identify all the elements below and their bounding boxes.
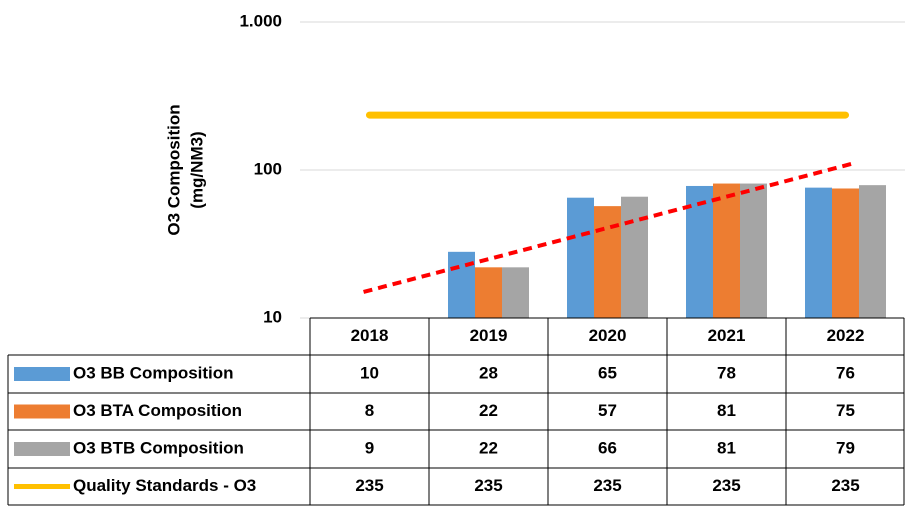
table-value: 22 — [479, 401, 498, 420]
bar — [713, 183, 740, 318]
table-value: 10 — [360, 363, 379, 382]
table-value: 79 — [836, 438, 855, 457]
legend-label: O3 BTA Composition — [73, 401, 242, 420]
table-value: 76 — [836, 363, 855, 382]
bar — [805, 187, 832, 318]
trendline — [363, 161, 852, 294]
bar — [621, 196, 648, 318]
table-value: 235 — [593, 476, 621, 495]
y-tick-label: 1.000 — [239, 11, 282, 30]
bar — [859, 185, 886, 318]
legend-key — [14, 442, 70, 456]
legend-key — [14, 367, 70, 381]
x-tick-label: 2022 — [827, 326, 865, 345]
bar — [475, 267, 502, 318]
table-value: 235 — [712, 476, 740, 495]
legend-key — [14, 404, 70, 419]
table-value: 235 — [474, 476, 502, 495]
x-tick-label: 2020 — [589, 326, 627, 345]
y-axis-label: O3 Composition — [164, 104, 183, 235]
bar — [383, 318, 410, 325]
bar — [567, 197, 594, 318]
table-value: 75 — [836, 401, 855, 420]
bar — [740, 183, 767, 318]
table-value: 78 — [717, 363, 736, 382]
x-tick-label: 2021 — [708, 326, 746, 345]
table-value: 81 — [717, 401, 736, 420]
table-value: 9 — [365, 438, 374, 457]
y-tick-label: 100 — [254, 159, 282, 178]
bar — [594, 206, 621, 318]
y-tick-label: 10 — [263, 307, 282, 326]
table-value: 235 — [355, 476, 383, 495]
table-value: 22 — [479, 438, 498, 457]
legend-label: O3 BTB Composition — [73, 438, 244, 457]
legend-label: Quality Standards - O3 — [73, 476, 256, 495]
table-value: 66 — [598, 438, 617, 457]
bar — [502, 267, 529, 318]
table-value: 81 — [717, 438, 736, 457]
table-value: 57 — [598, 401, 617, 420]
table-value: 65 — [598, 363, 617, 382]
plot-area — [363, 111, 886, 325]
x-tick-label: 2018 — [351, 326, 389, 345]
table-value: 235 — [831, 476, 859, 495]
legend-label: O3 BB Composition — [73, 363, 234, 382]
bar — [832, 188, 859, 318]
table-value: 28 — [479, 363, 498, 382]
table-value: 8 — [365, 401, 374, 420]
x-tick-label: 2019 — [470, 326, 508, 345]
y-axis-label: (mg/NM3) — [187, 131, 206, 208]
